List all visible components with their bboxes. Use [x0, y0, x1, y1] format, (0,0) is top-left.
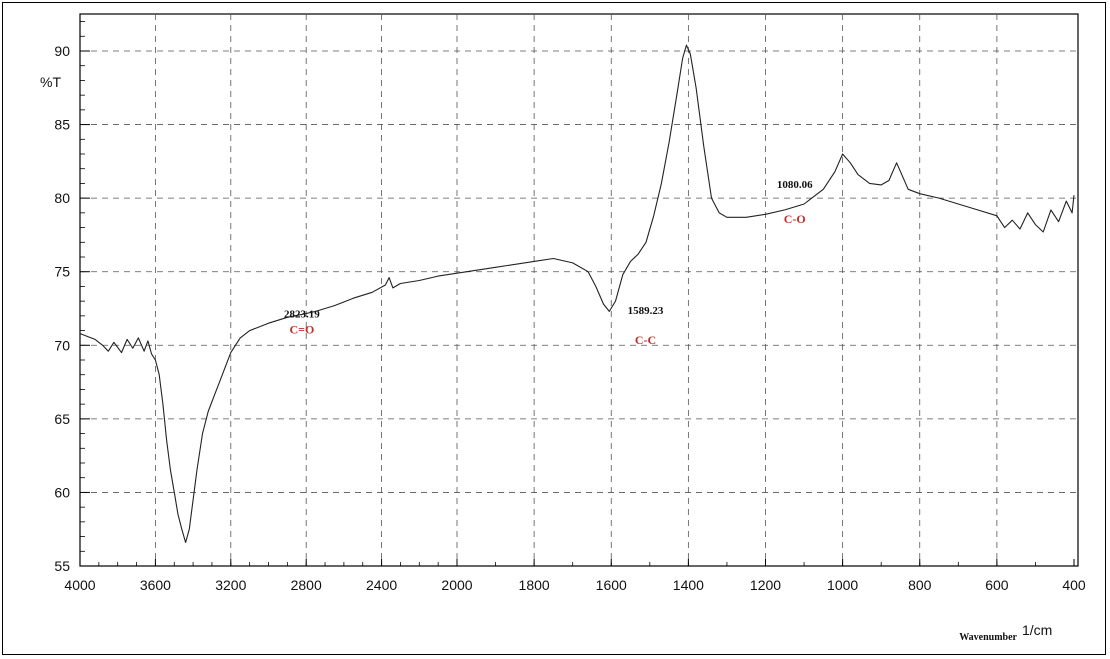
- y-tick-label: 55: [54, 558, 70, 574]
- peak-wavenumber-label: 1589.23: [628, 305, 664, 317]
- peak-wavenumber-label: 2823.19: [284, 308, 320, 320]
- x-tick-label: 3600: [140, 577, 171, 593]
- spectrum-line: [79, 44, 1075, 544]
- functional-group-label: C-C: [635, 333, 656, 347]
- x-tick-label: 400: [1062, 577, 1086, 593]
- x-tick-label: 2400: [366, 577, 397, 593]
- x-tick-label: 600: [985, 577, 1009, 593]
- y-tick-label: 70: [54, 337, 70, 353]
- plot-area-border: [79, 13, 1079, 567]
- x-tick-label: 1200: [750, 577, 781, 593]
- functional-group-label: C=O: [289, 322, 314, 336]
- x-tick-label: 4000: [64, 577, 95, 593]
- x-tick-label: 2800: [291, 577, 322, 593]
- y-axis-label: %T: [40, 74, 61, 90]
- x-tick-label: 3200: [215, 577, 246, 593]
- x-tick-label: 2000: [441, 577, 472, 593]
- functional-group-label: C-O: [784, 212, 806, 226]
- x-tick-label: 800: [908, 577, 932, 593]
- y-tick-label: 85: [54, 117, 70, 133]
- y-tick-label: 90: [54, 43, 70, 59]
- x-tick-label: 1800: [519, 577, 550, 593]
- peak-wavenumber-label: 1080.06: [777, 179, 813, 191]
- x-axis-label: Wavenumber: [959, 632, 1017, 643]
- y-tick-label: 65: [54, 411, 70, 427]
- y-tick-label: 80: [54, 190, 70, 206]
- x-tick-label: 1600: [596, 577, 627, 593]
- x-axis-unit: 1/cm: [1022, 622, 1052, 638]
- x-tick-label: 1400: [673, 577, 704, 593]
- y-tick-label: 75: [54, 264, 70, 280]
- y-tick-label: 60: [54, 484, 70, 500]
- x-tick-label: 1000: [827, 577, 858, 593]
